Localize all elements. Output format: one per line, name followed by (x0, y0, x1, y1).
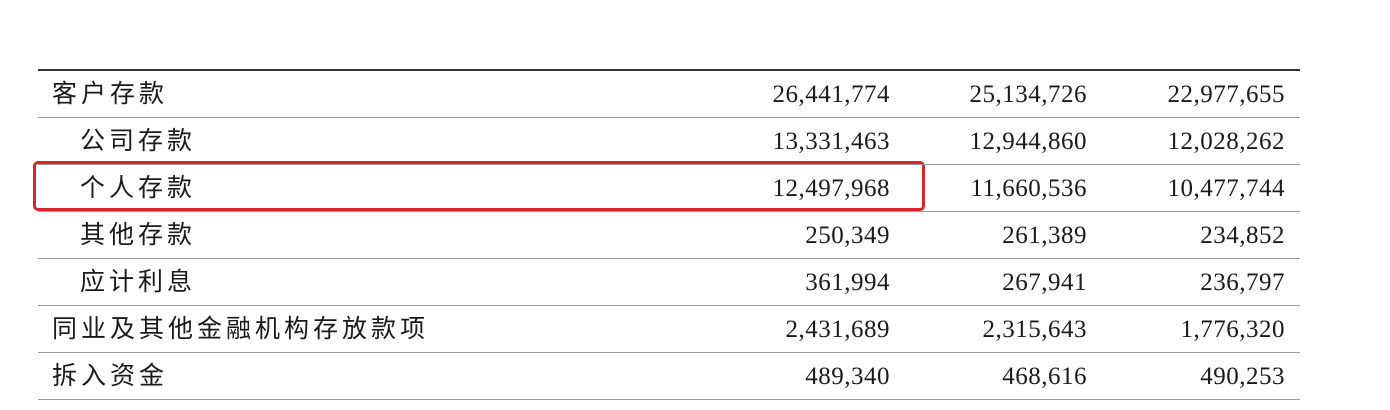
table-row: 拆入资金 489,340 468,616 490,253 (0, 353, 1390, 400)
row-rule (38, 258, 1300, 259)
table-row: 同业及其他金融机构存放款项 2,431,689 2,315,643 1,776,320 (0, 306, 1390, 353)
row-label: 个人存款 (80, 175, 197, 202)
value-cell: 12,497,968 (772, 175, 890, 202)
value-cell: 26,441,774 (772, 81, 890, 108)
value-cell: 1,776,320 (1180, 316, 1285, 343)
row-label: 客户存款 (52, 81, 169, 108)
value-cell: 234,852 (1200, 222, 1285, 249)
value-cell: 267,941 (1002, 269, 1087, 296)
value-cell: 11,660,536 (970, 175, 1087, 202)
row-rule (38, 399, 1300, 400)
row-label: 拆入资金 (52, 363, 169, 390)
value-cell: 361,994 (805, 269, 890, 296)
value-cell: 489,340 (805, 363, 890, 390)
row-rule (38, 117, 1300, 118)
value-cell: 2,431,689 (785, 316, 890, 343)
row-label: 其他存款 (80, 222, 197, 249)
value-cell: 12,028,262 (1167, 128, 1285, 155)
table-row: 其他存款 250,349 261,389 234,852 (0, 212, 1390, 259)
table-row: 客户存款 26,441,774 25,134,726 22,977,655 (0, 71, 1390, 118)
value-cell: 236,797 (1200, 269, 1285, 296)
row-label: 同业及其他金融机构存放款项 (52, 316, 430, 343)
row-label: 公司存款 (80, 128, 197, 155)
row-rule (38, 211, 1300, 212)
table-row: 个人存款 12,497,968 11,660,536 10,477,744 (0, 165, 1390, 212)
table-top-rule (38, 69, 1300, 71)
row-rule (38, 352, 1300, 353)
value-cell: 22,977,655 (1167, 81, 1285, 108)
value-cell: 13,331,463 (772, 128, 890, 155)
value-cell: 261,389 (1002, 222, 1087, 249)
table-row: 公司存款 13,331,463 12,944,860 12,028,262 (0, 118, 1390, 165)
value-cell: 250,349 (805, 222, 890, 249)
row-label: 应计利息 (80, 269, 197, 296)
value-cell: 490,253 (1200, 363, 1285, 390)
value-cell: 25,134,726 (969, 81, 1087, 108)
value-cell: 468,616 (1002, 363, 1087, 390)
value-cell: 2,315,643 (982, 316, 1087, 343)
table-row: 应计利息 361,994 267,941 236,797 (0, 259, 1390, 306)
row-rule (38, 305, 1300, 306)
value-cell: 12,944,860 (969, 128, 1087, 155)
row-rule (38, 164, 1300, 165)
value-cell: 10,477,744 (1167, 175, 1285, 202)
highlight-box (33, 161, 925, 211)
